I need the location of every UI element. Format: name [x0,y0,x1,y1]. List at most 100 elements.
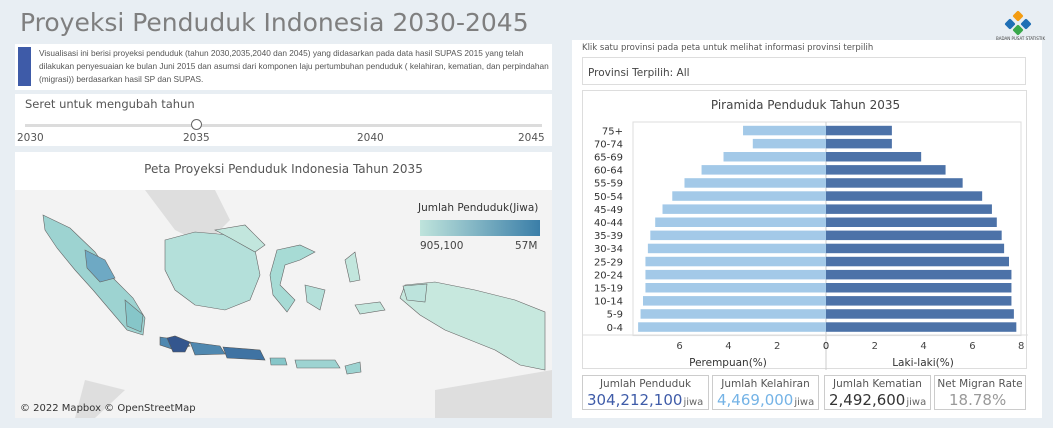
age-label-0-4: 0-4 [607,323,623,334]
province-sultra[interactable] [304,284,326,311]
province-sumut[interactable] [84,249,116,283]
stat-deaths-label: Jumlah Kematian [833,378,922,390]
pyramid-frame [632,121,1022,337]
bar-female-20-24 [645,269,826,280]
province-papua[interactable] [399,281,546,371]
age-label-25-29: 25-29 [594,257,623,268]
bar-female-40-44 [655,217,826,227]
xlabel-female: Perempuan(%) [689,357,767,369]
stat-births-value-wrap: 4,469,000jiwa [717,391,814,409]
description-accent-bar [18,47,31,86]
stat-births-value: 4,469,000 [717,391,794,409]
age-label-10-14: 10-14 [594,297,623,308]
stat-deaths: Jumlah Kematian 2,492,600jiwa [824,375,931,410]
age-label-5-9: 5-9 [607,310,623,321]
age-label-15-19: 15-19 [594,284,623,295]
bar-female-50-54 [672,191,826,201]
bar-male-0-4 [826,322,1017,332]
bar-female-55-59 [684,178,826,188]
age-label-20-24: 20-24 [594,270,623,281]
bar-male-45-49 [826,204,992,214]
x-tick-right-2: 2 [872,341,878,352]
year-slider-track[interactable] [25,124,542,127]
province-malut[interactable] [344,251,361,283]
year-slider-panel: Seret untuk mengubah tahun 2030 2035 204… [15,94,552,146]
stat-migration-label: Net Migran Rate [937,378,1023,390]
stat-deaths-value-wrap: 2,492,600jiwa [829,391,926,409]
x-tick-left-0: 0 [823,341,829,352]
bar-male-50-54 [826,191,983,201]
bar-male-25-29 [826,256,1009,267]
x-tick-left-6: 6 [676,341,682,352]
xlabel-male: Laki-laki(%) [892,357,954,369]
province-jatim[interactable] [222,346,266,361]
bar-female-10-14 [643,296,826,306]
slider-label: Seret untuk mengubah tahun [25,97,195,111]
map-panel: Peta Proyeksi Penduduk Indonesia Tahun 2… [15,152,552,418]
legend-title: Jumlah Penduduk(Jiwa) [418,202,539,214]
province-kalimantan[interactable] [164,231,261,311]
province-ntt[interactable] [294,359,341,369]
province-maluku[interactable] [354,301,386,315]
year-slider-thumb[interactable] [191,119,202,130]
province-timor[interactable] [344,361,362,375]
bar-female-15-19 [645,283,826,293]
map-land-background [435,370,552,418]
age-label-45-49: 45-49 [594,205,623,216]
bar-male-40-44 [826,217,997,227]
stat-births: Jumlah Kelahiran 4,469,000jiwa [712,375,819,410]
bar-female-60-64 [701,165,826,175]
province-jabar-core[interactable] [166,335,191,353]
bar-female-75+ [743,125,826,136]
age-label-40-44: 40-44 [594,218,623,229]
stat-population-unit: jiwa [683,397,704,408]
bar-male-65-69 [826,152,922,162]
indonesia-map[interactable]: Jumlah Penduduk(Jiwa) 905,100 57M © 2022… [15,190,552,418]
slider-tick-2045: 2045 [518,132,545,144]
age-label-75+: 75+ [602,126,623,137]
bar-female-65-69 [723,152,826,162]
age-label-35-39: 35-39 [594,231,623,242]
stat-migration-value: 18.78% [949,391,1007,409]
page-title: Proyeksi Penduduk Indonesia 2030-2045 [20,8,529,37]
stat-population-value-wrap: 304,212,100jiwa [587,391,703,409]
x-tick-right-6: 6 [969,341,975,352]
pyramid-title: Piramida Penduduk Tahun 2035 [710,98,901,112]
bar-male-75+ [826,125,892,136]
bar-male-10-14 [826,296,1012,306]
stat-migration: Net Migran Rate 18.78% [934,375,1026,410]
province-papua-barat[interactable] [402,283,428,303]
pyramid-chart: 75+70-7465-6960-6455-5950-5445-4940-4435… [583,121,1028,370]
slider-tick-2040: 2040 [357,132,384,144]
age-label-30-34: 30-34 [594,244,623,255]
legend-gradient [420,220,540,236]
slider-tick-2030: 2030 [17,132,44,144]
province-selected: Provinsi Terpilih: All [588,67,690,79]
age-label-60-64: 60-64 [594,166,623,177]
age-label-50-54: 50-54 [594,192,623,203]
logo-caption: BADAN PUSAT STATISTIK [996,36,1046,41]
bar-female-25-29 [645,256,826,267]
province-sulawesi[interactable] [269,244,316,313]
province-sumsel[interactable] [124,299,144,333]
province-jateng[interactable] [189,341,226,356]
province-kaltara[interactable] [214,224,266,253]
province-ntb[interactable] [269,357,288,366]
description-text: Visualisasi ini berisi proyeksi penduduk… [39,48,549,84]
right-panel: Klik satu provinsi pada peta untuk melih… [572,40,1042,418]
age-label-70-74: 70-74 [594,139,623,150]
stat-births-unit: jiwa [794,397,815,408]
stat-population-value: 304,212,100 [587,391,683,409]
age-label-65-69: 65-69 [594,153,623,164]
map-attribution: © 2022 Mapbox © OpenStreetMap [20,403,196,414]
stat-deaths-value: 2,492,600 [829,391,906,409]
bps-logo-icon [1004,10,1032,36]
bar-female-5-9 [640,309,826,319]
bar-male-60-64 [826,165,946,175]
x-tick-right-8: 8 [1018,341,1024,352]
stat-births-label: Jumlah Kelahiran [721,378,810,390]
bar-female-35-39 [650,230,826,241]
province-filter[interactable]: Provinsi Terpilih: All [582,57,1026,85]
click-hint: Klik satu provinsi pada peta untuk melih… [582,43,874,53]
stat-population: Jumlah Penduduk 304,212,100jiwa [582,375,709,410]
